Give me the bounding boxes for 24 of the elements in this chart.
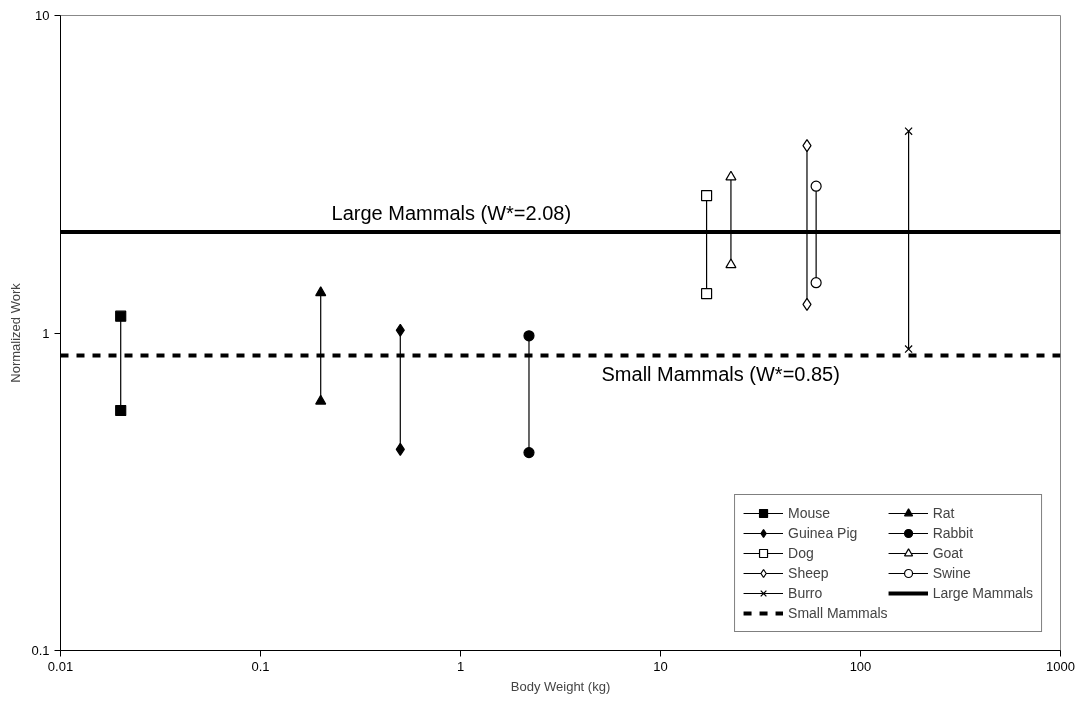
legend-label: Swine bbox=[932, 565, 971, 581]
y-tick-label: 10 bbox=[35, 8, 50, 23]
legend-label: Large Mammals bbox=[932, 585, 1033, 601]
legend-label: Goat bbox=[932, 545, 963, 561]
legend-label: Rat bbox=[932, 505, 955, 521]
y-axis-title: Normalized Work bbox=[8, 282, 24, 383]
legend-label: Dog bbox=[788, 545, 814, 561]
x-tick-label: 10 bbox=[653, 658, 668, 674]
legend-label: Rabbit bbox=[932, 525, 974, 541]
x-tick-label: 1000 bbox=[1046, 658, 1075, 674]
legend-label: Sheep bbox=[788, 565, 829, 581]
annotation: Large Mammals (W*=2.08) bbox=[331, 202, 572, 225]
y-tick-label: 0.1 bbox=[31, 643, 50, 658]
x-tick-label: 0.01 bbox=[47, 658, 74, 674]
legend-label: Burro bbox=[788, 585, 823, 601]
x-axis-title: Body Weight (kg) bbox=[510, 678, 611, 694]
legend-label: Mouse bbox=[788, 505, 831, 521]
legend-label: Small Mammals bbox=[788, 605, 888, 621]
annotation: Small Mammals (W*=0.85) bbox=[601, 363, 840, 386]
x-tick-label: 100 bbox=[849, 658, 872, 674]
x-tick-label: 0.1 bbox=[251, 658, 270, 674]
y-tick-label: 1 bbox=[42, 325, 50, 341]
x-tick-label: 1 bbox=[456, 658, 465, 674]
legend-label: Guinea Pig bbox=[788, 525, 858, 541]
